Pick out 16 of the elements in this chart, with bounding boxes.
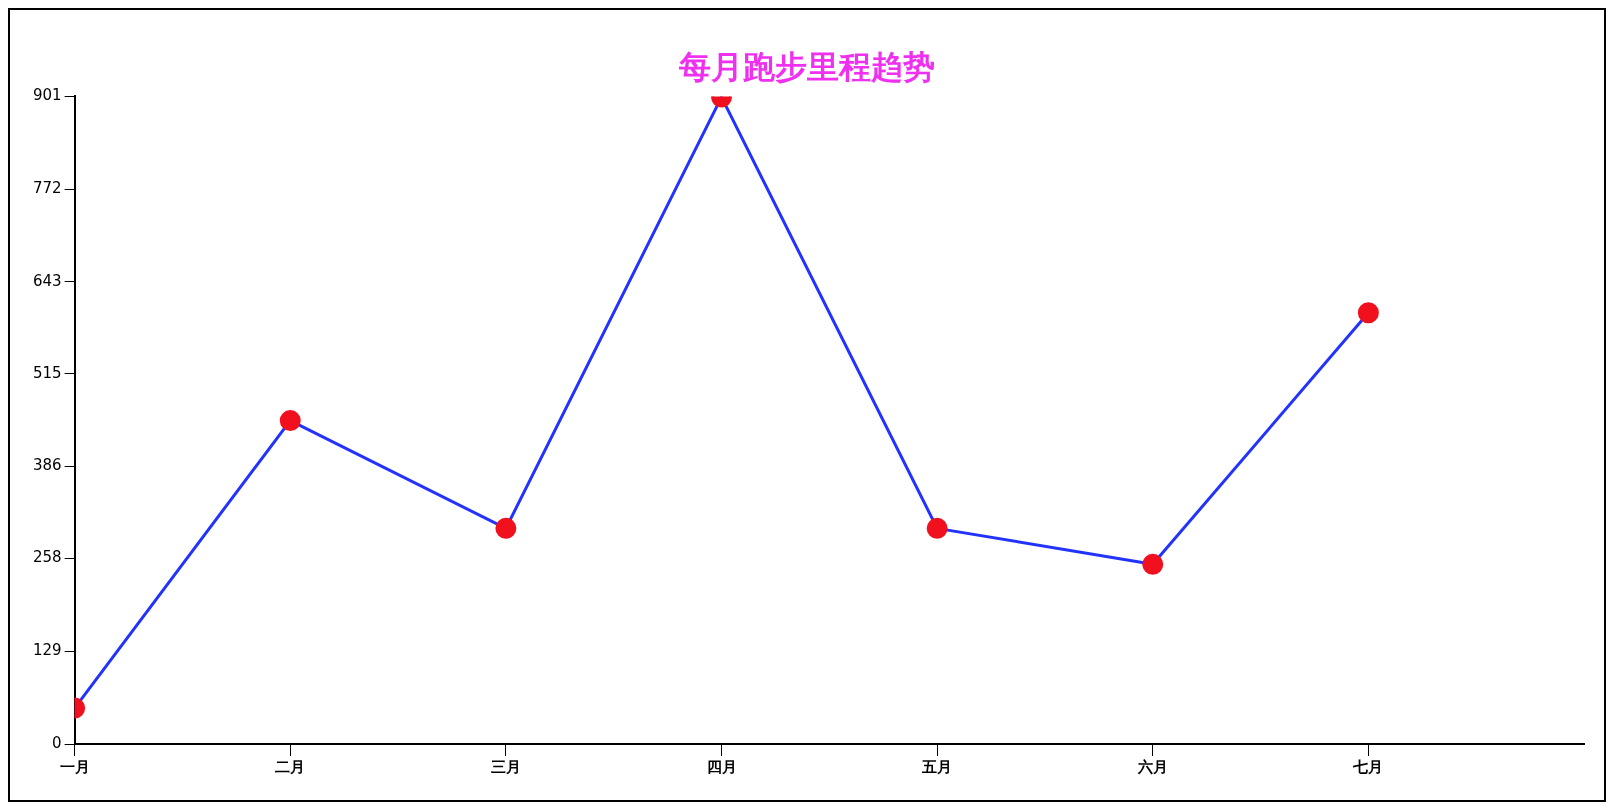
- y-tick-label: 901: [32, 86, 62, 105]
- x-tick-label: 三月: [490, 757, 521, 776]
- y-tick-label: 258: [32, 548, 62, 567]
- y-tick-label: 772: [32, 179, 62, 198]
- x-tick-label: 一月: [59, 757, 90, 776]
- y-tick-label: 129: [32, 641, 62, 660]
- y-tick-label: 386: [32, 456, 62, 475]
- chart-title: 每月跑步里程趋势: [678, 47, 935, 86]
- x-tick-label: 二月: [275, 757, 306, 776]
- x-tick-label: 五月: [921, 757, 953, 776]
- y-tick-label: 0: [52, 733, 62, 752]
- x-tick-label: 七月: [1352, 757, 1384, 776]
- x-tick-label: 四月: [706, 757, 737, 776]
- x-tick-label: 六月: [1136, 757, 1168, 776]
- y-tick-label: 515: [32, 363, 62, 382]
- y-tick-label: 643: [32, 271, 62, 290]
